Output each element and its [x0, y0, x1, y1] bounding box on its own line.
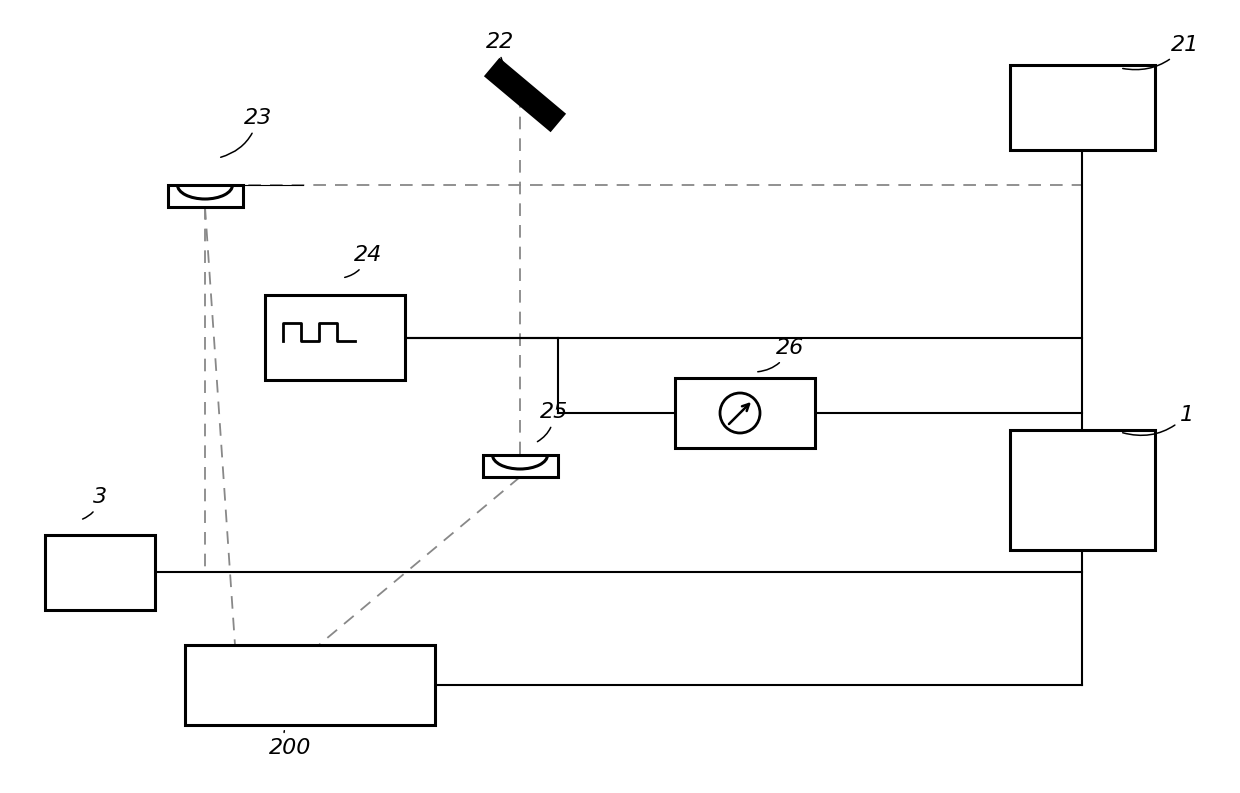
- Text: 24: 24: [345, 245, 382, 278]
- Bar: [45, 535, 155, 610]
- Text: 21: 21: [1122, 35, 1199, 70]
- Bar: [482, 455, 558, 477]
- Text: 22: 22: [486, 32, 516, 79]
- Text: 200: 200: [269, 730, 311, 758]
- Bar: [265, 295, 405, 380]
- Polygon shape: [485, 59, 564, 131]
- Text: 23: 23: [221, 108, 272, 157]
- Text: 3: 3: [83, 487, 107, 519]
- Bar: [675, 378, 815, 448]
- Bar: [1011, 430, 1154, 550]
- Text: 26: 26: [758, 338, 804, 372]
- Bar: [167, 185, 243, 207]
- Bar: [185, 645, 435, 725]
- Text: 25: 25: [537, 402, 568, 442]
- Bar: [1011, 65, 1154, 150]
- Text: 1: 1: [1122, 405, 1194, 435]
